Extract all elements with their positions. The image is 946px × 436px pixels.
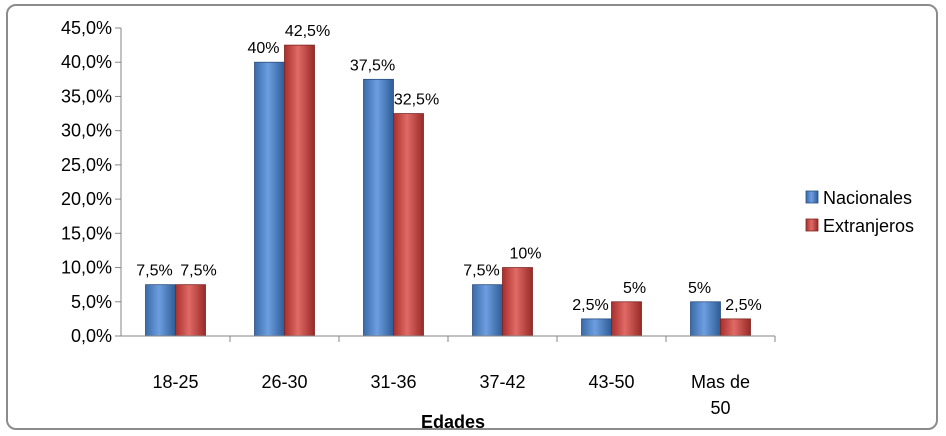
bar-extranjeros [720,318,751,337]
x-axis-title: Edades [421,412,485,432]
data-label: 42,5% [285,23,330,40]
data-label: 7,5% [136,263,172,280]
bar-extranjeros [502,267,533,337]
bar-nacionales [145,284,176,337]
y-tick-label: 40,0% [61,52,112,72]
y-tick-label: 30,0% [61,121,112,141]
bar-extranjeros [284,44,315,337]
bar-nacionales [581,318,612,337]
bars [145,44,751,337]
legend-swatch [805,190,819,204]
x-axis: 18-25 26-30 31-36 37-42 43-50 Mas de 50 [121,335,776,418]
y-tick-label: 45,0% [61,18,112,38]
data-label: 7,5% [463,263,499,280]
data-label: 32,5% [394,92,439,109]
y-axis: 0,0% 5,0% 10,0% 15,0% 20,0% 25,0% 30,0% 35,0% 40… [61,18,122,346]
data-label: 5% [623,280,646,297]
data-label: 5% [688,280,711,297]
x-tick-label: 18-25 [152,372,198,392]
x-tick-label: 31-36 [370,372,416,392]
y-tick-label: 15,0% [61,223,112,243]
chart-frame [6,4,938,430]
x-tick-label: 26-30 [261,372,307,392]
bar-extranjeros [393,113,424,337]
y-tick-label: 25,0% [61,155,112,175]
x-tick-label: 37-42 [479,372,525,392]
bar-nacionales [254,61,285,337]
y-tick-label: 0,0% [71,326,112,346]
legend-label: Extranjeros [823,216,914,236]
data-label: 37,5% [350,57,395,74]
data-label: 7,5% [180,263,216,280]
bar-nacionales [363,78,394,337]
legend-swatch [805,218,819,232]
data-label: 2,5% [572,297,608,314]
bar-nacionales [472,284,503,337]
y-tick-label: 10,0% [61,258,112,278]
legend-label: Nacionales [823,188,912,208]
y-tick-label: 5,0% [71,292,112,312]
data-label: 40% [247,40,279,57]
bar-extranjeros [175,284,206,337]
legend: Nacionales Extranjeros [805,188,914,236]
x-tick-label: 43-50 [588,372,634,392]
bar-nacionales [690,301,721,337]
x-tick-label: Mas de 50 [691,372,750,418]
bar-extranjeros [611,301,642,337]
data-label: 2,5% [725,297,761,314]
y-tick-label: 20,0% [61,189,112,209]
y-tick-label: 35,0% [61,86,112,106]
data-labels: 7,5% 7,5% 40% 42,5% 37,5% 32,5% 7,5% 10% 2,5% 5% 5… [136,23,761,314]
data-label: 10% [509,246,541,263]
